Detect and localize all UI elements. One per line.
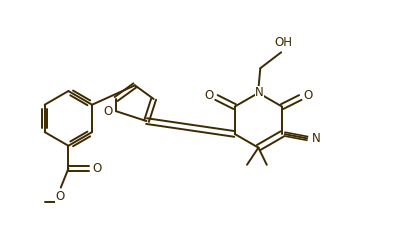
Text: O: O <box>204 89 213 102</box>
Text: O: O <box>92 162 101 175</box>
Text: O: O <box>303 89 312 102</box>
Text: O: O <box>103 106 113 118</box>
Text: OH: OH <box>274 36 292 49</box>
Text: N: N <box>255 86 263 99</box>
Text: N: N <box>312 132 321 145</box>
Text: O: O <box>55 190 65 203</box>
